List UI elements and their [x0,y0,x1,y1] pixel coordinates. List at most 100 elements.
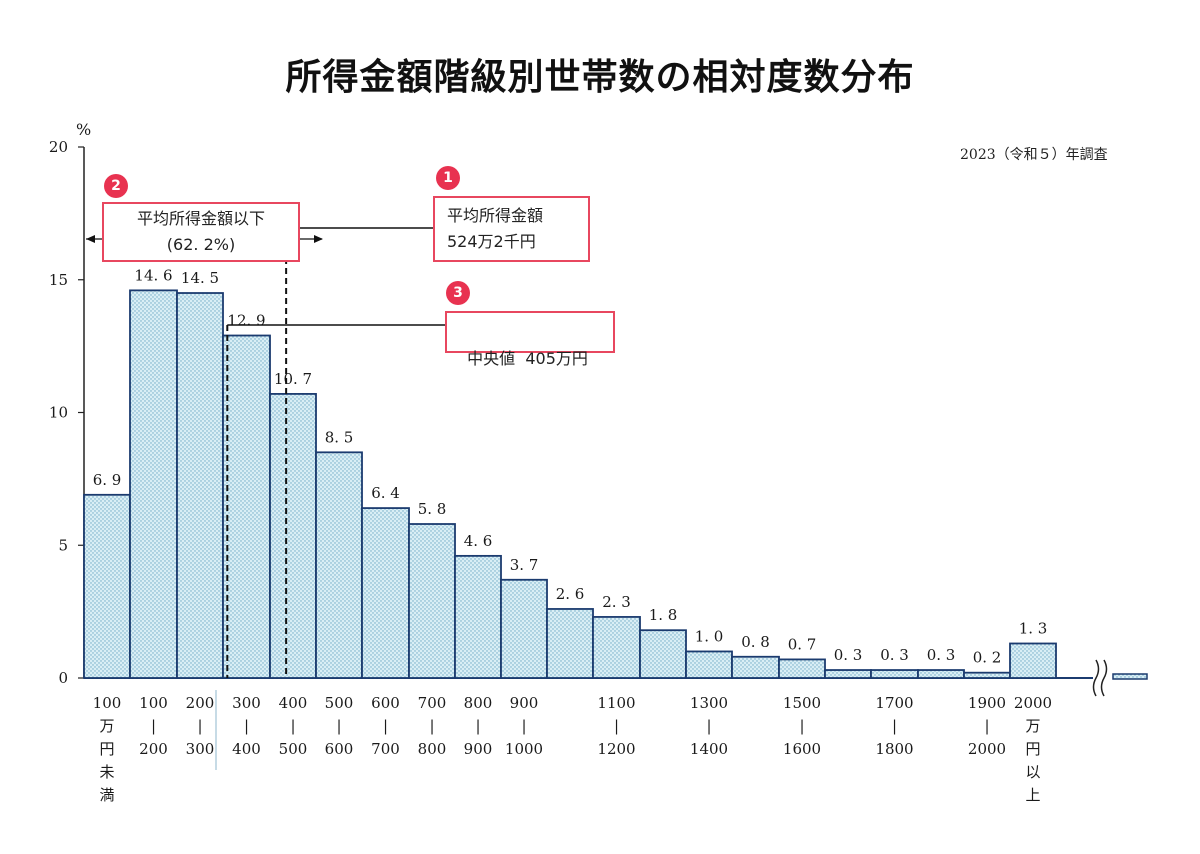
x-tick-label-19-1: | [984,717,989,735]
bar-value-label-0: 6. 9 [93,471,122,489]
x-tick-label-13-0: 1300 [690,694,728,712]
bar-value-label-13: 1. 0 [695,627,724,645]
y-axis-unit: % [76,120,92,139]
bar-value-label-1: 14. 6 [134,266,172,284]
y-tick-label-4: 20 [49,138,68,156]
y-tick-label-3: 15 [49,271,68,289]
x-tick-label-20-2: 円 [1025,740,1040,758]
bar-value-label-15: 0. 7 [788,635,817,653]
mean-income-value: 524万2千円 [447,232,536,251]
bar-value-label-7: 5. 8 [418,500,447,518]
bar-2 [176,292,224,679]
y-tick-label-2: 10 [49,404,68,422]
bar-6 [361,507,410,679]
x-tick-label-5-2: 600 [325,740,354,758]
y-tick-label-1: 5 [58,536,68,554]
x-tick-label-11-1: | [614,717,619,735]
bar-value-label-9: 3. 7 [510,556,539,574]
x-tick-label-6-1: | [383,717,388,735]
x-tick-label-20-3: 以 [1025,763,1040,781]
x-tick-label-5-0: 500 [325,694,354,712]
y-tick-label-0: 0 [58,669,68,687]
x-tick-label-15-1: | [799,717,804,735]
x-tick-label-9-1: | [521,717,526,735]
x-tick-label-4-2: 500 [279,740,308,758]
bar-1 [129,289,178,679]
bar-0 [83,493,131,679]
bar-value-label-12: 1. 8 [649,606,678,624]
badge-mean: 1 [436,166,460,190]
bar-8 [454,554,502,679]
bar-value-label-4: 10. 7 [274,370,312,388]
bar-15 [778,658,826,679]
x-tick-label-8-1: | [475,717,480,735]
bar-20 [1009,642,1057,679]
x-tick-label-1-0: 100 [139,694,168,712]
x-tick-label-1-1: | [151,717,156,735]
bar-value-label-8: 4. 6 [464,532,493,550]
badge-below-mean: 2 [104,174,128,198]
x-tick-label-17-1: | [892,717,897,735]
bar-5 [315,451,363,679]
bar-10 [546,608,594,679]
mean-income-note: 平均所得金額 524万2千円 [433,196,590,262]
bar-value-label-14: 0. 8 [741,633,770,651]
x-tick-label-1-2: 200 [139,740,168,758]
axis-continuation-bar [1112,673,1148,680]
x-tick-label-13-2: 1400 [690,740,728,758]
bar-value-label-6: 6. 4 [371,484,400,502]
x-tick-label-5-1: | [336,717,341,735]
x-tick-label-0-1: 万 [99,717,114,735]
bar-value-label-3: 12. 9 [227,312,265,330]
x-tick-label-8-0: 800 [464,694,493,712]
bar-value-label-11: 2. 3 [602,593,631,611]
median-text: 中央値 405万円 [467,349,588,368]
bar-18 [917,669,965,679]
x-tick-label-15-2: 1600 [783,740,821,758]
x-tick-label-4-1: | [290,717,295,735]
x-tick-label-15-0: 1500 [783,694,821,712]
badge-median: 3 [446,281,470,305]
x-tick-label-0-4: 満 [99,786,114,804]
x-tick-label-9-2: 1000 [505,740,543,758]
x-tick-label-19-2: 2000 [968,740,1006,758]
x-tick-label-3-0: 300 [232,694,261,712]
below-mean-percent: (62. 2%) [166,235,236,254]
x-tick-label-8-2: 900 [464,740,493,758]
x-tick-label-6-2: 700 [371,740,400,758]
x-tick-label-11-2: 1200 [597,740,635,758]
mean-income-title: 平均所得金額 [447,206,544,225]
below-mean-arrow-left-head [86,235,95,243]
bar-7 [408,523,456,679]
bar-9 [500,578,548,679]
bar-value-label-17: 0. 3 [880,646,909,664]
bar-value-label-20: 1. 3 [1019,619,1048,637]
below-mean-note: 平均所得金額以下 (62. 2%) [102,202,300,262]
x-tick-label-3-2: 400 [232,740,261,758]
x-tick-label-7-2: 800 [418,740,447,758]
x-tick-label-13-1: | [706,717,711,735]
bar-value-label-2: 14. 5 [181,269,219,287]
below-mean-title: 平均所得金額以下 [136,209,265,228]
axis-break-mark [1092,659,1108,697]
bar-12 [639,629,687,679]
x-tick-label-3-1: | [244,717,249,735]
bar-4 [269,393,317,679]
x-tick-label-17-2: 1800 [875,740,913,758]
x-tick-label-0-2: 円 [99,740,114,758]
bar-3 [222,334,271,679]
x-tick-label-7-0: 700 [418,694,447,712]
x-tick-label-20-0: 2000 [1014,694,1052,712]
x-tick-label-2-1: | [197,717,202,735]
x-tick-label-9-0: 900 [510,694,539,712]
x-tick-label-2-0: 200 [186,694,215,712]
x-tick-label-20-4: 上 [1025,786,1040,804]
x-tick-label-0-3: 未 [99,763,114,781]
bar-19 [963,671,1011,679]
bar-value-label-19: 0. 2 [973,649,1002,667]
bar-value-label-10: 2. 6 [556,585,585,603]
bar-13 [685,650,733,679]
x-tick-label-0-0: 100 [93,694,122,712]
x-tick-label-11-0: 1100 [597,694,635,712]
